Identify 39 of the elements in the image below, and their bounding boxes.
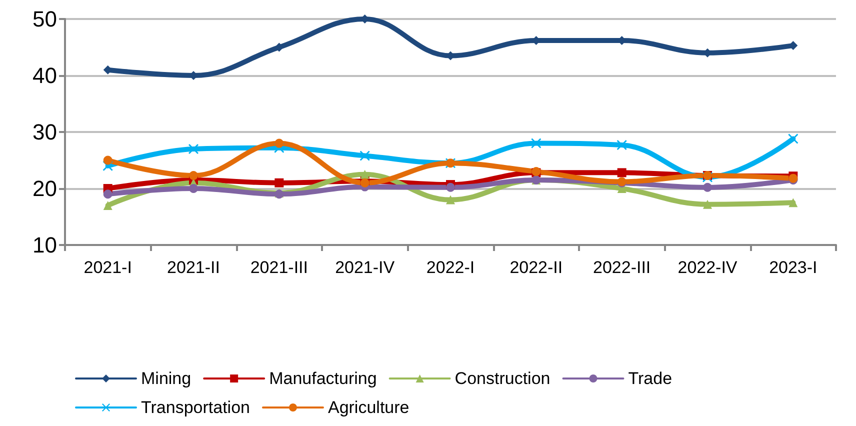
legend-label: Trade — [628, 369, 672, 388]
point — [703, 200, 712, 209]
x-tick-label: 2021-III — [250, 258, 308, 277]
point — [189, 171, 198, 180]
legend-label: Agriculture — [328, 398, 410, 417]
point — [360, 150, 370, 161]
x-tick-label: 2022-IV — [678, 258, 738, 277]
point — [103, 200, 112, 210]
x-tick-label: 2022-II — [510, 258, 563, 277]
y-tick-label: 40 — [32, 63, 57, 88]
legend-label: Manufacturing — [269, 369, 377, 388]
point — [274, 138, 284, 148]
x-tick-label: 2021-IV — [335, 258, 396, 277]
point — [617, 168, 626, 178]
legend-label: Transportation — [141, 398, 250, 417]
point — [788, 134, 798, 144]
point — [274, 178, 284, 188]
point — [788, 198, 798, 208]
legend-label: Construction — [454, 369, 550, 388]
point — [531, 138, 542, 148]
x-tick-label: 2022-I — [426, 258, 475, 277]
x-tick-label: 2021-II — [167, 258, 220, 277]
y-tick-label: 10 — [32, 232, 57, 258]
point — [360, 170, 370, 179]
point — [446, 182, 455, 192]
x-tick-label: 2021-I — [84, 258, 132, 277]
x-tick-label: 2022-III — [593, 258, 651, 277]
y-tick-label: 50 — [32, 6, 57, 32]
point — [188, 144, 198, 154]
y-tick-label: 20 — [32, 176, 57, 201]
y-tick-label: 30 — [32, 120, 57, 144]
point — [103, 190, 112, 199]
point — [446, 195, 455, 204]
point — [703, 182, 712, 192]
x-tick-label: 2023-I — [769, 258, 818, 277]
point — [189, 184, 198, 193]
legend-label: Mining — [141, 369, 192, 388]
point — [616, 140, 627, 150]
point — [103, 156, 112, 165]
